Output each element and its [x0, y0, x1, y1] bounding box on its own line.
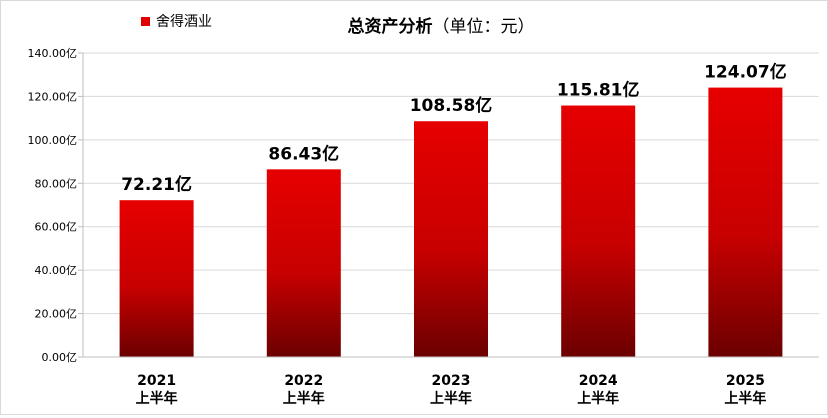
bars — [119, 87, 783, 358]
legend-label: 舍得酒业 — [156, 13, 212, 30]
y-tick-label: 20.00亿 — [35, 308, 78, 321]
x-tick-label-2025: 2025 上半年 — [724, 373, 766, 407]
x-tick-year: 2025 — [726, 373, 765, 389]
x-tick-period: 上半年 — [430, 390, 472, 407]
bar-2023 — [414, 121, 488, 357]
y-axis: 0.00亿 20.00亿 40.00亿 60.00亿 80.00亿 100.00亿 120.… — [28, 47, 84, 364]
y-tick-label: 40.00亿 — [35, 264, 78, 277]
bar-2022 — [266, 169, 341, 357]
x-tick-label-2024: 2024 上半年 — [577, 373, 619, 407]
data-label-2024: 115.81亿 — [557, 80, 640, 101]
y-tick-label: 60.00亿 — [35, 221, 78, 234]
chart-title-unit: （单位：元） — [433, 17, 535, 37]
chart-title: 总资产分析（单位：元） — [348, 16, 535, 37]
x-tick-period: 上半年 — [283, 390, 325, 407]
y-tick-label: 100.00亿 — [28, 134, 78, 147]
y-tick-label: 80.00亿 — [35, 177, 78, 190]
x-tick-label-2022: 2022 上半年 — [283, 373, 325, 407]
x-tick-label-2021: 2021 上半年 — [136, 373, 178, 407]
x-tick-label-2023: 2023 上半年 — [430, 373, 472, 407]
legend: 舍得酒业 — [141, 13, 212, 30]
x-tick-year: 2021 — [137, 373, 176, 389]
bar-2024 — [561, 105, 636, 357]
y-tick-label: 120.00亿 — [28, 90, 78, 103]
y-tick-label: 0.00亿 — [42, 351, 78, 364]
data-labels: 72.21亿 86.43亿 108.58亿 115.81亿 124.07亿 — [121, 62, 786, 196]
bar-2021 — [119, 200, 194, 357]
data-label-2023: 108.58亿 — [410, 95, 493, 116]
chart-title-main: 总资产分析 — [348, 16, 433, 37]
data-label-2021: 72.21亿 — [121, 174, 192, 195]
data-label-2022: 86.43亿 — [268, 143, 339, 164]
x-tick-year: 2024 — [579, 373, 618, 389]
x-tick-year: 2023 — [432, 373, 471, 389]
x-tick-period: 上半年 — [724, 390, 766, 407]
x-tick-year: 2022 — [284, 373, 323, 389]
legend-swatch — [141, 17, 150, 26]
x-tick-period: 上半年 — [577, 390, 619, 407]
y-tick-label: 140.00亿 — [28, 47, 78, 60]
x-tick-period: 上半年 — [136, 390, 178, 407]
data-label-2025: 124.07亿 — [704, 62, 787, 83]
bar-2025 — [708, 87, 783, 358]
